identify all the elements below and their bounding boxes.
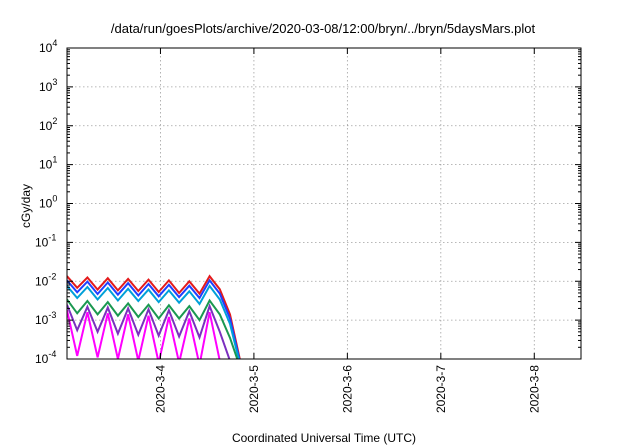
y-tick-label: 10-2 xyxy=(35,271,56,288)
y-tick-label: 101 xyxy=(39,155,57,172)
y-tick-label: 10-1 xyxy=(35,232,56,249)
x-tick-label: 2020-3-8 xyxy=(527,365,541,413)
series-line-3 xyxy=(67,284,240,359)
x-tick-label: 2020-3-5 xyxy=(247,365,261,413)
y-tick-label: 102 xyxy=(39,116,57,133)
y-tick-labels: 104 103 102 101 100 10-1 10-2 10-3 10-4 xyxy=(35,38,57,366)
y-tick-label: 10-3 xyxy=(35,310,56,327)
series-line-6 xyxy=(67,309,221,359)
y-axis-label: cGy/day xyxy=(19,184,33,228)
series-line-5 xyxy=(67,303,231,359)
y-tick-label: 104 xyxy=(39,38,57,55)
grid xyxy=(67,48,581,359)
chart-title: /data/run/goesPlots/archive/2020-03-08/1… xyxy=(111,21,536,36)
series-group xyxy=(67,274,241,359)
y-tick-label: 100 xyxy=(39,194,57,211)
x-tick-label: 2020-3-4 xyxy=(153,365,167,413)
x-tick-label: 2020-3-7 xyxy=(434,365,448,413)
tick-marks xyxy=(67,47,581,360)
series-line-1 xyxy=(67,274,241,359)
y-tick-label: 10-4 xyxy=(35,349,56,366)
x-axis-label: Coordinated Universal Time (UTC) xyxy=(232,431,416,445)
series-line-2 xyxy=(67,278,241,359)
series-layer xyxy=(67,274,241,359)
x-tick-labels: 2020-3-4 2020-3-5 2020-3-6 2020-3-7 2020-3-8 xyxy=(153,365,541,413)
y-tick-label: 103 xyxy=(39,77,57,94)
series-line-4 xyxy=(67,298,239,359)
x-tick-label: 2020-3-6 xyxy=(340,365,354,413)
